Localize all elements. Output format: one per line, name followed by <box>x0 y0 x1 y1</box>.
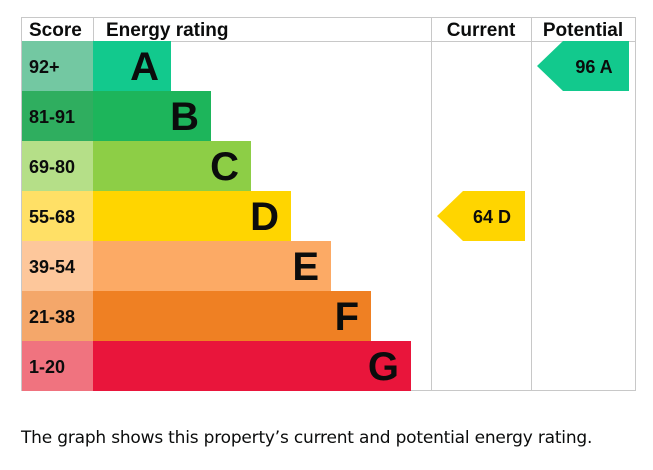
header-potential: Potential <box>543 20 623 41</box>
chart-caption: The graph shows this property’s current … <box>21 428 593 448</box>
energy-rating-chart: Score Energy rating Current Potential 92+ A 81… <box>21 17 636 391</box>
header-energy-rating: Energy rating <box>106 20 228 41</box>
rating-bar-c <box>93 141 251 191</box>
rating-letter-d: D <box>250 195 279 239</box>
score-cell-d <box>22 191 93 241</box>
rating-bar-f <box>93 291 371 341</box>
score-cell-a <box>22 41 93 91</box>
rating-letter-g: G <box>368 345 399 389</box>
score-cell-f <box>22 291 93 341</box>
score-cell-e <box>22 241 93 291</box>
score-range-e: 39-54 <box>29 257 75 277</box>
rating-bar-d <box>93 191 291 241</box>
rating-letter-c: C <box>210 145 239 189</box>
score-range-c: 69-80 <box>29 157 75 177</box>
rating-bar-e <box>93 241 331 291</box>
score-range-a: 92+ <box>29 57 60 77</box>
current-rating-label: 64 D <box>473 207 511 227</box>
rating-letter-f: F <box>335 295 359 339</box>
score-range-g: 1-20 <box>29 357 65 377</box>
rating-bar-a <box>93 41 171 91</box>
potential-rating-label: 96 A <box>575 57 612 77</box>
current-arrow <box>437 191 525 241</box>
rating-letter-e: E <box>292 245 319 289</box>
potential-arrow <box>537 41 629 91</box>
score-range-f: 21-38 <box>29 307 75 327</box>
score-range-d: 55-68 <box>29 207 75 227</box>
score-cell-b <box>22 91 93 141</box>
rating-letter-a: A <box>130 45 159 89</box>
score-cell-g <box>22 341 93 391</box>
header-current: Current <box>447 20 516 41</box>
rating-bar-g <box>93 341 411 391</box>
score-range-b: 81-91 <box>29 107 75 127</box>
rating-letter-b: B <box>170 95 199 139</box>
score-cell-c <box>22 141 93 191</box>
rating-bar-b <box>93 91 211 141</box>
header-score: Score <box>29 20 82 41</box>
